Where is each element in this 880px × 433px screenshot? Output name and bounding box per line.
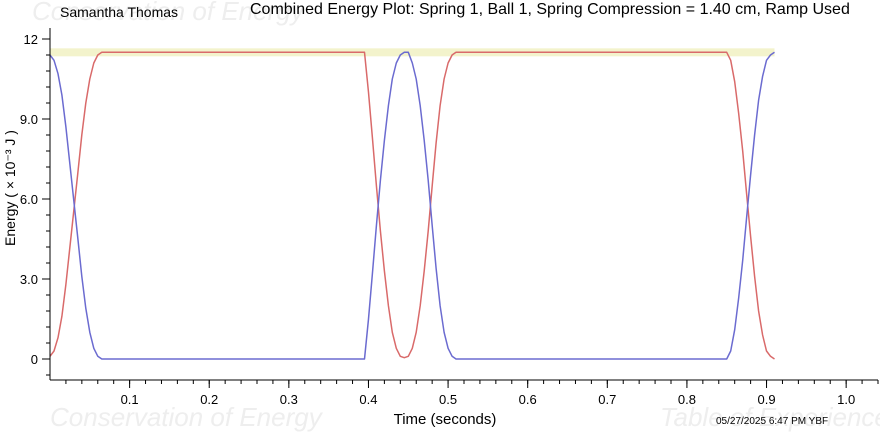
total-energy-band (50, 48, 775, 57)
watermark-bottom-right: Table of Experience (660, 402, 880, 432)
x-tick-label: 1.0 (837, 392, 855, 407)
x-tick-label: 0.8 (678, 392, 696, 407)
chart-title: Combined Energy Plot: Spring 1, Ball 1, … (250, 1, 850, 18)
x-axis-label: Time (seconds) (394, 411, 497, 428)
watermark-bottom-left: Conservation of Energy (50, 402, 322, 432)
ticks-layer: 0.1 0.2 0.3 0.4 0.5 0.6 0.7 0.8 0.9 1.0 0 3.0 6.0 9.0… (20, 32, 879, 407)
series-line-1 (49, 51, 775, 360)
timestamp: 05/27/2025 6:47 PM YBF (716, 416, 829, 427)
x-tick-label: 0.4 (359, 392, 377, 407)
x-tick-label: 0.7 (598, 392, 616, 407)
y-tick-label: 12 (24, 32, 38, 47)
x-tick-label: 0.1 (121, 392, 139, 407)
x-tick-label: 0.2 (200, 392, 218, 407)
y-tick-label: 9.0 (20, 112, 38, 127)
watermark-top-left: Conservation of Energy (32, 0, 304, 26)
y-tick-label: 0 (31, 352, 38, 367)
x-tick-label: 0.5 (439, 392, 457, 407)
x-tick-label: 0.6 (519, 392, 537, 407)
axes-layer (49, 28, 878, 381)
x-tick-label: 0.9 (757, 392, 775, 407)
x-tick-label: 0.3 (280, 392, 298, 407)
series-line-2 (49, 51, 775, 360)
y-tick-label: 6.0 (20, 192, 38, 207)
user-name: Samantha Thomas (60, 4, 179, 20)
total-energy-band-layer (50, 48, 775, 57)
y-tick-label: 3.0 (20, 272, 38, 287)
series-layer (49, 51, 775, 360)
y-axis-label: Energy ( × 10⁻³ J ) (2, 130, 18, 246)
